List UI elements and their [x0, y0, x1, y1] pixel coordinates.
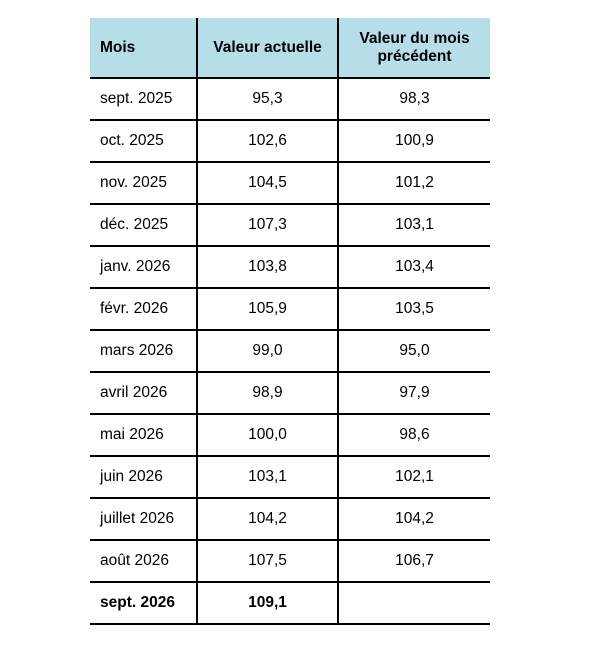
- table-cell: juin 2026: [90, 456, 197, 499]
- table-cell: avril 2026: [90, 372, 197, 415]
- table-cell: 98,6: [337, 414, 490, 457]
- table-row: janv. 2026 103,8 103,4: [90, 246, 490, 289]
- table-row: nov. 2025 104,5 101,2: [90, 162, 490, 205]
- table-cell: 107,3: [196, 204, 338, 247]
- table-cell: 99,0: [196, 330, 338, 373]
- table-row: mars 2026 99,0 95,0: [90, 330, 490, 373]
- table-cell: 106,7: [337, 540, 490, 583]
- table-cell: 103,8: [196, 246, 338, 289]
- table-cell: 95,3: [196, 78, 338, 121]
- table-cell: 104,5: [196, 162, 338, 205]
- table-cell: 101,2: [337, 162, 490, 205]
- table-cell: mai 2026: [90, 414, 197, 457]
- table-row: avril 2026 98,9 97,9: [90, 372, 490, 415]
- table-cell: 100,9: [337, 120, 490, 163]
- table-row: juillet 2026 104,2 104,2: [90, 498, 490, 541]
- table-row: mai 2026 100,0 98,6: [90, 414, 490, 457]
- table-cell: 95,0: [337, 330, 490, 373]
- table-row: févr. 2026 105,9 103,5: [90, 288, 490, 331]
- table-cell: 104,2: [196, 498, 338, 541]
- table-cell: 100,0: [196, 414, 338, 457]
- table-cell: mars 2026: [90, 330, 197, 373]
- table-cell: 102,1: [337, 456, 490, 499]
- table-cell: 103,1: [337, 204, 490, 247]
- table-cell: 107,5: [196, 540, 338, 583]
- table-row: oct. 2025 102,6 100,9: [90, 120, 490, 163]
- header-row: Mois Valeur actuelle Valeur du mois précéd…: [90, 18, 490, 79]
- table-cell: 98,9: [196, 372, 338, 415]
- table-row: août 2026 107,5 106,7: [90, 540, 490, 583]
- table-cell: août 2026: [90, 540, 197, 583]
- table-cell: 104,2: [337, 498, 490, 541]
- table-cell: oct. 2025: [90, 120, 197, 163]
- table-cell: 102,6: [196, 120, 338, 163]
- table-cell: 105,9: [196, 288, 338, 331]
- table-cell: sept. 2026: [90, 582, 197, 625]
- header-cell: Valeur actuelle: [196, 18, 338, 79]
- table-row: déc. 2025 107,3 103,1: [90, 204, 490, 247]
- table-row: sept. 2025 95,3 98,3: [90, 78, 490, 121]
- empty-cell: [337, 582, 490, 625]
- table-cell: 103,4: [337, 246, 490, 289]
- table-cell: 97,9: [337, 372, 490, 415]
- table-cell: déc. 2025: [90, 204, 197, 247]
- table-cell: 103,5: [337, 288, 490, 331]
- table-cell: nov. 2025: [90, 162, 197, 205]
- data-table: Mois Valeur actuelle Valeur du mois précéd…: [90, 18, 490, 625]
- table-cell: 109,1: [196, 582, 338, 625]
- table-cell: juillet 2026: [90, 498, 197, 541]
- table-cell: févr. 2026: [90, 288, 197, 331]
- table-cell: sept. 2025: [90, 78, 197, 121]
- table-cell: 103,1: [196, 456, 338, 499]
- header-cell: Valeur du mois précédent: [337, 18, 490, 79]
- table-cell: 98,3: [337, 78, 490, 121]
- table-row: sept. 2026 109,1: [90, 582, 490, 625]
- table-cell: janv. 2026: [90, 246, 197, 289]
- table-row: juin 2026 103,1 102,1: [90, 456, 490, 499]
- header-cell: Mois: [90, 18, 197, 79]
